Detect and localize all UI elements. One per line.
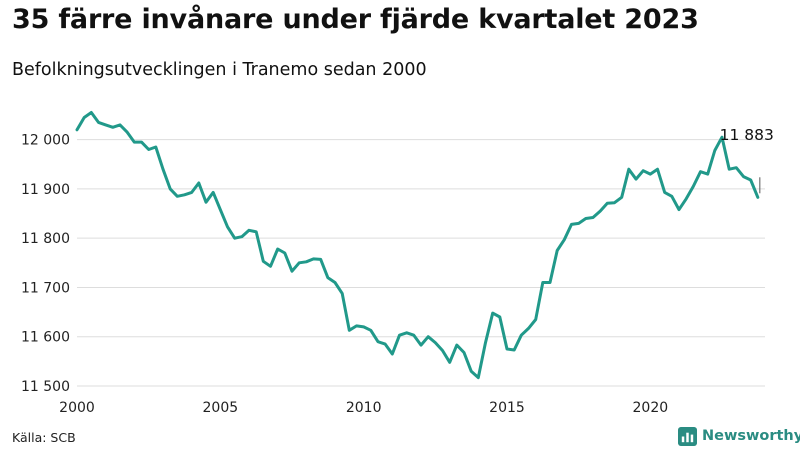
source-credit: Källa: SCB (12, 430, 76, 445)
y-tick-label: 11 500 (21, 379, 70, 395)
grid-lines (77, 139, 765, 387)
y-tick-label: 12 000 (21, 133, 70, 149)
chart-title: 35 färre invånare under fjärde kvartalet… (12, 4, 699, 35)
y-tick-label: 11 700 (21, 280, 70, 296)
x-tick-label: 2015 (489, 400, 525, 416)
y-tick-label: 11 800 (21, 231, 70, 247)
x-tick-label: 2010 (346, 400, 382, 416)
population-line (75, 111, 760, 380)
y-axis-ticks: 11 500 11 600 11 700 11 800 11 900 12 000 (21, 133, 70, 395)
newsworthy-logo: Newsworthy (678, 425, 800, 447)
x-axis-ticks: 2000 2005 2010 2015 2020 (59, 400, 668, 416)
y-tick-label: 11 900 (21, 182, 70, 198)
chart-subtitle: Befolkningsutvecklingen i Tranemo sedan … (12, 60, 427, 80)
y-tick-label: 11 600 (21, 330, 70, 346)
x-tick-label: 2020 (633, 400, 669, 416)
last-value-annotation: 11 883 (720, 126, 774, 144)
x-tick-label: 2005 (203, 400, 239, 416)
bar-chart-icon (678, 426, 697, 446)
x-tick-label: 2000 (59, 400, 95, 416)
brand-name: Newsworthy (702, 428, 800, 444)
